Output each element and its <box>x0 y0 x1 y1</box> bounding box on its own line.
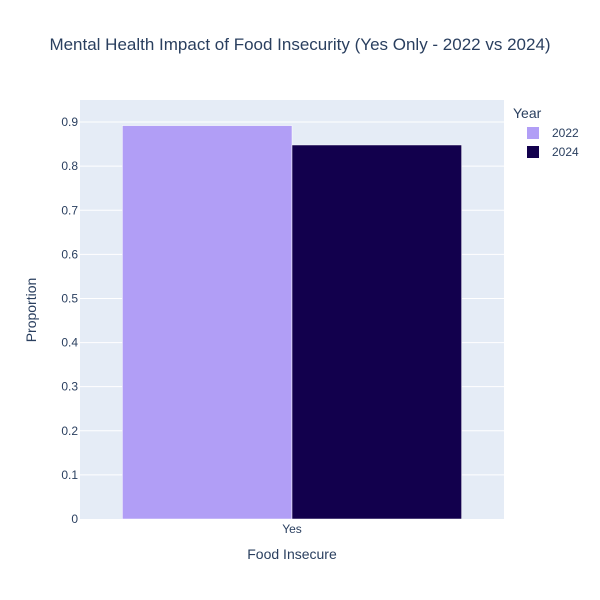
legend-label-2022: 2022 <box>552 126 579 140</box>
y-tick-label: 0.8 <box>61 159 78 173</box>
x-axis-title: Food Insecure <box>247 546 337 562</box>
y-tick-label: 0.1 <box>61 468 78 482</box>
y-axis-title: Proportion <box>23 278 39 343</box>
y-tick-label: 0.4 <box>61 336 78 350</box>
bar-2022 <box>122 125 293 520</box>
x-axis-ticks: Yes <box>282 522 302 536</box>
y-tick-label: 0 <box>71 512 78 526</box>
y-tick-label: 0.2 <box>61 424 78 438</box>
y-tick-label: 0.7 <box>61 203 78 217</box>
legend: Year 2022 2024 <box>513 105 579 159</box>
legend-title: Year <box>513 105 542 121</box>
bars <box>122 125 462 520</box>
y-axis-ticks: 0 0.1 0.2 0.3 0.4 0.5 0.6 0.7 0.8 0.9 <box>61 115 78 526</box>
y-tick-label: 0.6 <box>61 247 78 261</box>
legend-swatch-2022 <box>527 127 539 139</box>
y-tick-label: 0.3 <box>61 380 78 394</box>
y-tick-label: 0.5 <box>61 291 78 305</box>
chart-title: Mental Health Impact of Food Insecurity … <box>49 35 550 54</box>
legend-swatch-2024 <box>527 146 539 158</box>
legend-label-2024: 2024 <box>552 145 579 159</box>
x-tick-label: Yes <box>282 522 302 536</box>
y-tick-label: 0.9 <box>61 115 78 129</box>
bar-2024 <box>291 144 462 520</box>
